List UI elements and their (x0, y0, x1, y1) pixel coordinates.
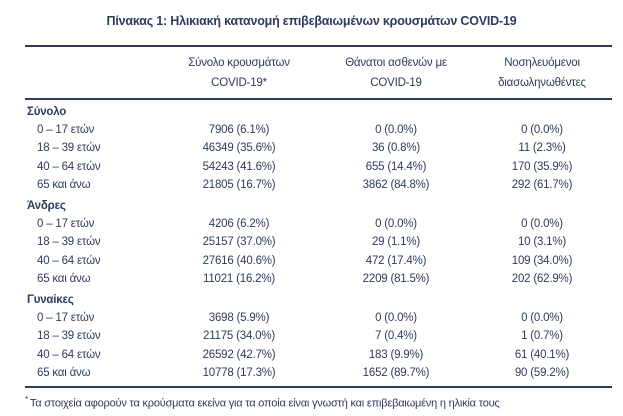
age-group-label: 18 – 39 ετών (37, 236, 101, 249)
cases-value: 11021 (16.2%) (203, 272, 275, 285)
section-total: Σύνολο 0 – 17 ετών 7906 (6.1%) 0 (0.0%) … (25, 103, 612, 194)
cases-value: 46349 (35.6%) (202, 142, 276, 155)
section-women: Γυναίκες 0 – 17 ετών 3698 (5.9%) 0 (0.0%… (25, 291, 612, 382)
deaths-value: 2209 (81.5%) (362, 272, 430, 285)
deaths-value: 0 (0.0%) (375, 312, 417, 325)
section-label-men: Άνδρες (27, 200, 66, 213)
footnote: * Τα στοιχεία αφορούν τα κρούσματα εκείνα… (25, 388, 612, 411)
intubated-value: 0 (0.0%) (521, 312, 563, 325)
section-label-total: Σύνολο (27, 106, 67, 118)
age-group-label: 0 – 17 ετών (37, 218, 95, 231)
deaths-value: 36 (0.8%) (371, 142, 421, 155)
table-row: 0 – 17 ετών 3698 (5.9%) 0 (0.0%) 0 (0.0%… (25, 309, 612, 327)
table-row: 40 – 64 ετών 26592 (42.7%) 183 (9.9%) 61… (25, 346, 612, 364)
age-group-label: 0 – 17 ετών (37, 124, 95, 137)
deaths-value: 29 (1.1%) (371, 236, 421, 249)
deaths-value: 0 (0.0%) (375, 218, 417, 231)
intubated-value: 10 (3.1%) (517, 236, 567, 249)
table-row: 0 – 17 ετών 4206 (6.2%) 0 (0.0%) 0 (0.0%… (25, 215, 612, 233)
cases-value: 4206 (6.2%) (208, 218, 270, 231)
age-group-label: 0 – 17 ετών (37, 312, 95, 325)
intubated-value: 202 (62.9%) (511, 272, 573, 285)
cases-value: 21805 (16.7%) (202, 178, 276, 191)
deaths-value: 1652 (89.7%) (362, 366, 430, 379)
intubated-value: 61 (40.1%) (514, 348, 570, 361)
deaths-value: 0 (0.0%) (375, 124, 417, 137)
age-group-label: 40 – 64 ετών (37, 348, 101, 361)
intubated-value: 292 (61.7%) (511, 178, 573, 191)
column-header-line: COVID-19 (370, 77, 422, 89)
table-row: 18 – 39 ετών 46349 (35.6%) 36 (0.8%) 11 … (25, 139, 612, 157)
cases-value: 10778 (17.3%) (202, 366, 276, 379)
intubated-value: 0 (0.0%) (521, 218, 563, 231)
age-group-label: 65 και άνω (37, 178, 91, 191)
intubated-value: 90 (59.2%) (514, 366, 570, 379)
column-header-line: Σύνολο κρουσμάτων (188, 57, 290, 69)
deaths-value: 7 (0.4%) (375, 330, 417, 343)
column-header-line: Νοσηλευόμενοι (504, 57, 580, 69)
cases-value: 7906 (6.1%) (208, 124, 270, 137)
age-group-label: 18 – 39 ετών (37, 142, 101, 155)
deaths-value: 472 (17.4%) (365, 254, 427, 267)
footnote-text: Τα στοιχεία αφορούν τα κρούσματα εκείνα … (29, 397, 500, 410)
cases-value: 3698 (5.9%) (208, 312, 270, 325)
column-header-total-cases: Σύνολο κρουσμάτων COVID-19* (158, 53, 320, 93)
column-header-line: Θάνατοι ασθενών με (345, 57, 447, 69)
section-men: Άνδρες 0 – 17 ετών 4206 (6.2%) 0 (0.0%) … (25, 197, 612, 288)
deaths-value: 655 (14.4%) (365, 160, 427, 173)
intubated-value: 170 (35.9%) (511, 160, 573, 173)
deaths-value: 183 (9.9%) (368, 348, 424, 361)
table-title: Πίνακας 1: Ηλικιακή κατανομή επιβεβαιωμέ… (106, 14, 517, 28)
intubated-value: 1 (0.7%) (521, 330, 563, 343)
age-group-label: 65 και άνω (37, 272, 91, 285)
table-row: 18 – 39 ετών 21175 (34.0%) 7 (0.4%) 1 (0… (25, 327, 612, 345)
table-body: Σύνολο 0 – 17 ετών 7906 (6.1%) 0 (0.0%) … (25, 100, 612, 389)
table-row: 0 – 17 ετών 7906 (6.1%) 0 (0.0%) 0 (0.0%… (25, 121, 612, 139)
column-header-line: COVID-19* (211, 77, 267, 89)
column-header-deaths: Θάνατοι ασθενών με COVID-19 (320, 53, 472, 93)
column-header-line: διασωληνωθέντες (498, 77, 586, 89)
cases-value: 25157 (37.0%) (202, 236, 276, 249)
cases-value: 26592 (42.7%) (202, 348, 276, 361)
age-group-label: 18 – 39 ετών (37, 330, 101, 343)
cases-value: 54243 (41.6%) (202, 160, 276, 173)
intubated-value: 11 (2.3%) (518, 142, 566, 155)
cases-value: 21175 (34.0%) (203, 330, 275, 343)
deaths-value: 3862 (84.8%) (362, 178, 430, 191)
table-row: 65 και άνω 10778 (17.3%) 1652 (89.7%) 90… (25, 364, 612, 382)
table-row: 40 – 64 ετών 27616 (40.6%) 472 (17.4%) 1… (25, 252, 612, 270)
table-row: 65 και άνω 21805 (16.7%) 3862 (84.8%) 29… (25, 176, 612, 194)
age-group-label: 40 – 64 ετών (37, 160, 101, 173)
column-header-intubated: Νοσηλευόμενοι διασωληνωθέντες (472, 53, 612, 93)
age-group-label: 40 – 64 ετών (37, 254, 101, 267)
footnote-asterisk: * (25, 395, 28, 405)
section-label-women: Γυναίκες (27, 294, 74, 307)
cases-value: 27616 (40.6%) (202, 254, 276, 267)
age-group-label: 65 και άνω (37, 366, 91, 379)
column-header-empty (25, 53, 158, 93)
table-row: 65 και άνω 11021 (16.2%) 2209 (81.5%) 20… (25, 270, 612, 288)
table-row: 18 – 39 ετών 25157 (37.0%) 29 (1.1%) 10 … (25, 233, 612, 251)
intubated-value: 0 (0.0%) (521, 124, 563, 137)
intubated-value: 109 (34.0%) (511, 254, 573, 267)
table-row: 40 – 64 ετών 54243 (41.6%) 655 (14.4%) 1… (25, 158, 612, 176)
table-header-row: Σύνολο κρουσμάτων COVID-19* Θάνατοι ασθε… (25, 47, 612, 100)
covid-age-distribution-table: Σύνολο κρουσμάτων COVID-19* Θάνατοι ασθε… (25, 45, 612, 389)
